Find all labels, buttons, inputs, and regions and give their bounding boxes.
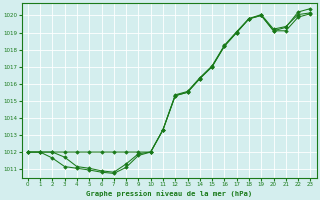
X-axis label: Graphe pression niveau de la mer (hPa): Graphe pression niveau de la mer (hPa) [86, 190, 252, 197]
